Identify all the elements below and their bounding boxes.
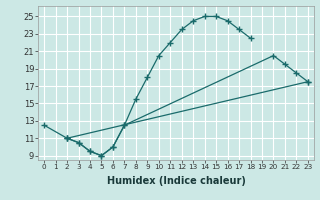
X-axis label: Humidex (Indice chaleur): Humidex (Indice chaleur) <box>107 176 245 186</box>
